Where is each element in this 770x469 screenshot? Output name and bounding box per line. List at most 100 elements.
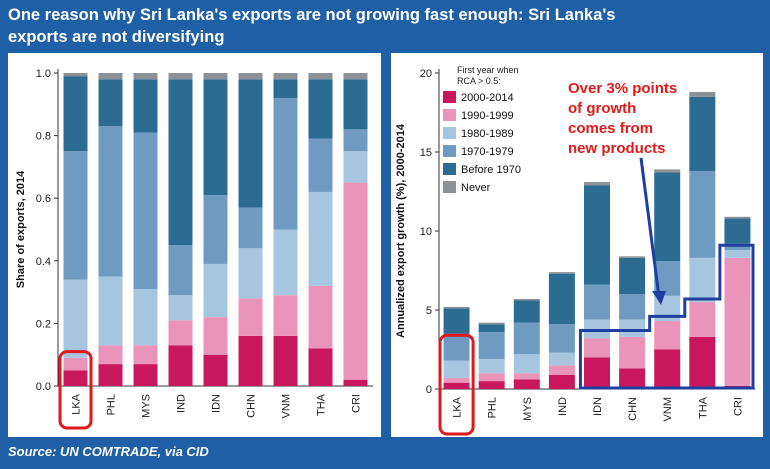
bar-segment-phl-3 [478, 332, 505, 359]
source-note: Source: UN COMTRADE, via CID [8, 444, 209, 459]
bar-segment-lka-4 [63, 76, 88, 152]
legend-label: Before 1970 [461, 164, 521, 176]
x-tick-label: LKA [452, 396, 464, 417]
bar-segment-cri-2 [724, 249, 751, 258]
bar-segment-cri-3 [724, 243, 751, 250]
legend-title: RCA > 0.5: [457, 76, 501, 86]
x-tick-label: THA [316, 393, 328, 416]
legend-title: First year when [457, 65, 519, 75]
bar-segment-phl-4 [98, 79, 123, 127]
bar-segment-tha-3 [308, 138, 333, 192]
y-tick-label: 0.8 [36, 131, 51, 143]
legend-label: 2000-2014 [461, 92, 514, 104]
bar-segment-idn-2 [584, 319, 610, 339]
bar-segment-phl-0 [98, 364, 123, 386]
x-tick-label: VNM [281, 394, 293, 418]
bar-segment-lka-0 [443, 382, 470, 389]
y-tick-label: 0.6 [36, 193, 51, 205]
x-tick-label: CRI [351, 394, 363, 413]
bar-segment-chn-1 [619, 336, 646, 369]
y-tick-label: 20 [420, 68, 432, 80]
x-tick-label: CHN [246, 394, 258, 418]
bar-segment-mys-4 [513, 300, 540, 323]
x-tick-label: IDN [211, 394, 223, 413]
bar-segment-vnm-4 [654, 172, 681, 262]
bar-segment-idn-4 [203, 79, 228, 196]
bar-segment-ind-2 [168, 295, 193, 321]
bar-segment-tha-1 [689, 302, 716, 337]
bar-segment-ind-4 [168, 79, 193, 246]
bar-segment-ind-4 [548, 273, 575, 325]
bar-segment-idn-3 [584, 284, 610, 320]
bar-segment-idn-5 [584, 182, 610, 186]
bar-segment-ind-2 [548, 352, 575, 366]
bar-segment-mys-1 [133, 345, 158, 365]
bar-segment-mys-5 [133, 73, 158, 80]
y-tick-label: 0.0 [36, 381, 51, 393]
bar-segment-ind-3 [168, 245, 193, 296]
x-tick-label: CRI [732, 397, 744, 416]
bar-segment-chn-0 [619, 368, 646, 389]
annotation-arrow [639, 157, 661, 298]
bar-segment-idn-3 [203, 195, 228, 264]
bar-segment-mys-1 [513, 373, 540, 380]
annotation-line: of growth [568, 100, 636, 117]
bar-segment-mys-2 [133, 288, 158, 346]
bar-segment-phl-4 [478, 324, 505, 333]
x-tick-label: MYS [141, 394, 153, 418]
bar-segment-lka-3 [443, 333, 470, 361]
bar-segment-vnm-1 [654, 321, 681, 350]
title-line-2: exports are not diversifying [8, 28, 225, 46]
bar-segment-chn-4 [619, 257, 646, 295]
legend-swatch [443, 127, 456, 139]
bar-segment-lka-5 [63, 73, 88, 77]
x-tick-label: VNM [662, 397, 674, 421]
y-axis-label: Annualized export growth (%), 2000-2014 [395, 123, 407, 338]
bar-segment-cri-4 [343, 79, 368, 130]
bar-segment-lka-5 [443, 306, 470, 309]
bar-segment-cri-5 [724, 216, 751, 219]
bar-segment-chn-5 [238, 73, 263, 80]
bar-segment-mys-0 [133, 364, 158, 386]
bar-segment-idn-1 [203, 317, 228, 355]
lka-highlight-box-right [438, 333, 475, 436]
bar-segment-phl-2 [98, 276, 123, 346]
bar-segment-phl-5 [98, 73, 123, 80]
bar-segment-cri-0 [343, 379, 368, 386]
legend-label: Never [461, 182, 491, 194]
bar-segment-chn-4 [238, 79, 263, 208]
legend-label: 1970-1979 [461, 146, 514, 158]
y-tick-label: 0.4 [36, 256, 51, 268]
annotation-arrowhead [652, 291, 666, 305]
y-tick-label: 0 [426, 384, 432, 396]
annotation-line: new products [568, 140, 666, 157]
legend-swatch [443, 145, 456, 157]
legend-label: 1990-1999 [461, 110, 514, 122]
bar-segment-tha-0 [308, 348, 333, 386]
bar-segment-lka-0 [63, 370, 88, 386]
bar-segment-cri-4 [724, 218, 751, 244]
bar-segment-phl-1 [478, 373, 505, 382]
x-tick-label: THA [697, 396, 709, 419]
bar-segment-phl-3 [98, 126, 123, 277]
legend-swatch [443, 181, 456, 193]
bar-segment-mys-4 [133, 79, 158, 133]
bar-segment-mys-3 [513, 322, 540, 355]
bar-segment-tha-0 [689, 336, 716, 389]
bar-segment-tha-5 [308, 73, 333, 80]
bar-segment-idn-0 [584, 357, 610, 389]
annotation-line: Over 3% points [568, 80, 677, 97]
new-products-outline [578, 243, 755, 390]
x-tick-label: IND [176, 394, 188, 413]
bar-segment-mys-3 [133, 132, 158, 289]
bar-segment-phl-0 [478, 381, 505, 389]
legend-swatch [443, 91, 456, 103]
bar-segment-tha-4 [689, 96, 716, 171]
x-tick-label: PHL [487, 397, 499, 418]
bar-segment-phl-1 [98, 345, 123, 365]
bar-segment-chn-2 [619, 319, 646, 337]
y-tick-label: 10 [420, 226, 432, 238]
bar-segment-idn-2 [203, 263, 228, 318]
bar-segment-lka-2 [443, 360, 470, 378]
